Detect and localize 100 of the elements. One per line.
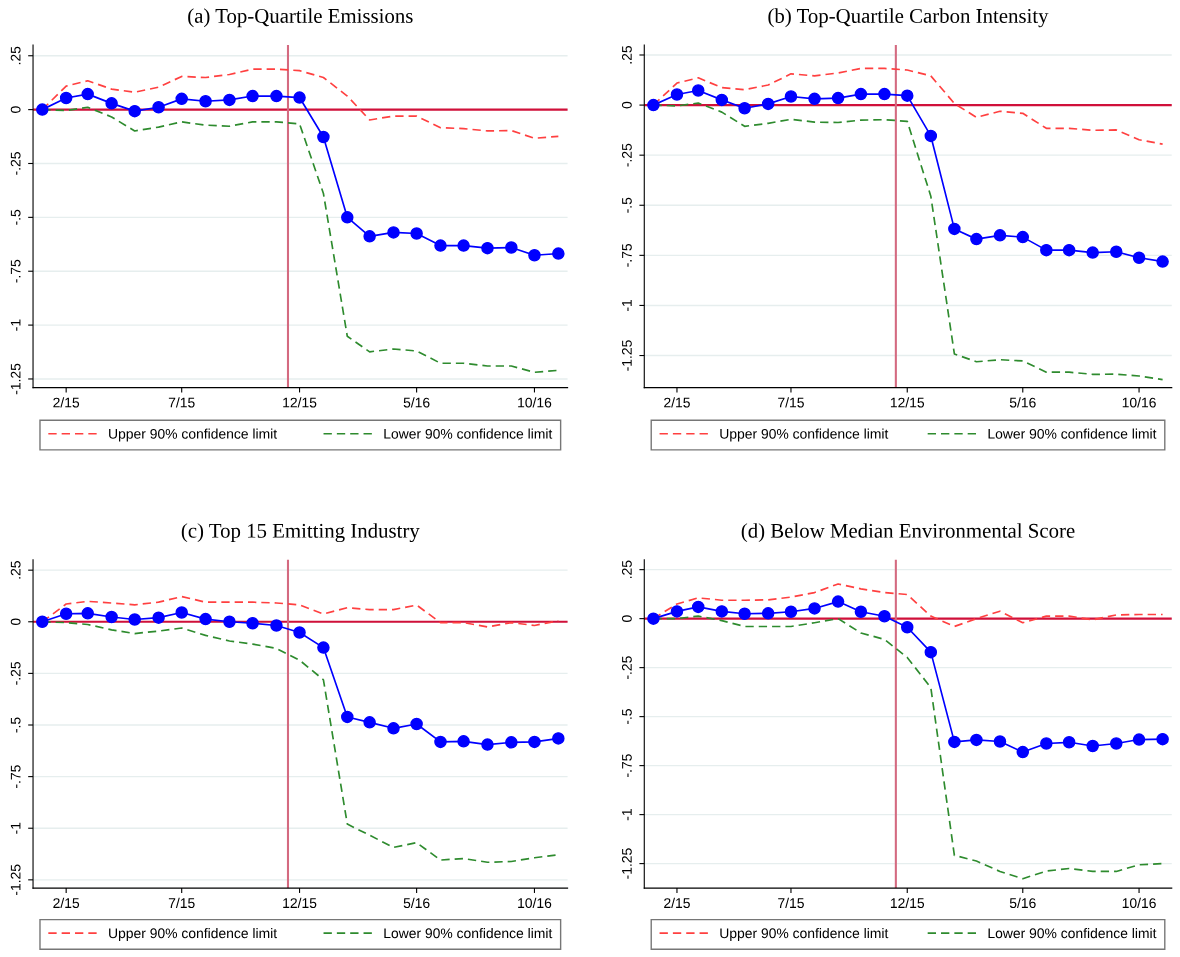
y-tick-label: -.75 bbox=[622, 754, 632, 777]
point bbox=[1110, 737, 1123, 750]
point bbox=[341, 710, 354, 724]
x-tick-label: 2/15 bbox=[53, 397, 80, 408]
y-tick-label: 0 bbox=[621, 101, 632, 109]
y-tick-label: -1 bbox=[10, 319, 21, 331]
point bbox=[128, 104, 141, 118]
y-tick-label: .25 bbox=[10, 561, 21, 579]
point bbox=[223, 615, 236, 629]
point bbox=[784, 90, 798, 103]
point bbox=[434, 735, 447, 749]
point bbox=[1016, 745, 1030, 759]
x-tick-label: 5/16 bbox=[1009, 397, 1036, 408]
point bbox=[105, 610, 118, 624]
y-tick-label: -.25 bbox=[10, 662, 21, 685]
legend-label: Lower 90% confidence limit bbox=[384, 927, 553, 939]
y-tick-label: -1.25 bbox=[10, 363, 21, 395]
point bbox=[808, 602, 821, 615]
point bbox=[341, 211, 354, 224]
point bbox=[59, 91, 73, 105]
y-tick-label: -.25 bbox=[621, 143, 632, 167]
point bbox=[36, 103, 49, 116]
point bbox=[387, 226, 400, 239]
y-tick-label: -1.25 bbox=[621, 340, 632, 371]
point bbox=[948, 735, 961, 749]
point bbox=[1132, 251, 1146, 265]
y-tick-label: -.75 bbox=[10, 259, 21, 283]
point bbox=[105, 97, 118, 110]
x-tick-label: 10/16 bbox=[1122, 397, 1156, 408]
point bbox=[900, 89, 914, 102]
legend-label: Upper 90% confidence limit bbox=[720, 927, 889, 941]
point bbox=[410, 227, 423, 240]
point bbox=[457, 239, 470, 252]
legend-label: Lower 90% confidence limit bbox=[988, 927, 1157, 939]
point bbox=[481, 738, 494, 751]
y-tick-label: -.75 bbox=[622, 243, 632, 267]
point bbox=[528, 249, 541, 262]
point bbox=[970, 733, 983, 747]
point bbox=[670, 605, 684, 618]
legend-label: Upper 90% confidence limit bbox=[109, 428, 278, 442]
y-tick-label: -1.25 bbox=[621, 848, 632, 879]
point bbox=[993, 229, 1007, 242]
point bbox=[761, 97, 775, 111]
chart-title: (b) Top-Quartile Carbon Intensity bbox=[768, 8, 1049, 28]
point bbox=[223, 93, 236, 107]
point bbox=[691, 84, 705, 97]
point bbox=[528, 735, 541, 749]
x-tick-label: 7/15 bbox=[778, 397, 804, 408]
y-tick-label: -.25 bbox=[10, 152, 21, 175]
point bbox=[1156, 732, 1169, 746]
point bbox=[854, 87, 868, 101]
legend-label: Lower 90% confidence limit bbox=[384, 428, 553, 439]
point bbox=[1086, 739, 1099, 753]
chart-title: (c) Top 15 Emitting Industry bbox=[181, 523, 420, 543]
legend-label: Upper 90% confidence limit bbox=[109, 927, 278, 941]
x-tick-label: 2/15 bbox=[664, 897, 690, 909]
point bbox=[878, 87, 891, 101]
point bbox=[434, 239, 447, 252]
point bbox=[831, 595, 845, 608]
y-tick-label: 0 bbox=[10, 618, 21, 626]
point bbox=[270, 619, 283, 632]
point bbox=[387, 722, 400, 735]
point bbox=[36, 615, 49, 629]
point bbox=[1016, 230, 1030, 244]
y-tick-label: -.5 bbox=[10, 209, 21, 225]
point bbox=[293, 626, 306, 639]
point bbox=[81, 87, 94, 101]
y-tick-label: -1.25 bbox=[10, 864, 21, 896]
point bbox=[1110, 245, 1123, 258]
y-tick-label: .25 bbox=[621, 45, 632, 64]
y-tick-label: -.75 bbox=[10, 765, 21, 788]
point bbox=[505, 241, 518, 254]
point bbox=[59, 607, 73, 620]
chart-title: (d) Below Median Environmental Score bbox=[741, 523, 1075, 543]
point bbox=[363, 230, 376, 243]
x-tick-label: 2/15 bbox=[53, 897, 80, 909]
chart-title: (a) Top-Quartile Emissions bbox=[188, 8, 413, 28]
point bbox=[784, 605, 798, 619]
y-tick-label: -1 bbox=[10, 822, 21, 834]
point bbox=[1086, 246, 1099, 259]
x-tick-label: 12/15 bbox=[283, 897, 317, 909]
point bbox=[948, 222, 961, 236]
point bbox=[363, 716, 376, 729]
point bbox=[505, 736, 518, 749]
point bbox=[924, 645, 938, 659]
point bbox=[1062, 243, 1076, 257]
x-tick-label: 10/16 bbox=[1122, 897, 1156, 909]
point bbox=[552, 732, 565, 745]
point bbox=[1156, 255, 1169, 268]
legend-label: Upper 90% confidence limit bbox=[720, 428, 889, 442]
point bbox=[647, 612, 660, 625]
x-tick-label: 5/16 bbox=[403, 397, 430, 408]
point bbox=[246, 616, 259, 630]
point bbox=[1040, 243, 1053, 257]
y-tick-label: -.5 bbox=[10, 717, 21, 733]
point bbox=[152, 101, 165, 114]
point bbox=[317, 641, 330, 654]
x-tick-label: 12/15 bbox=[890, 397, 925, 408]
point bbox=[457, 735, 470, 748]
x-tick-label: 10/16 bbox=[518, 897, 552, 909]
